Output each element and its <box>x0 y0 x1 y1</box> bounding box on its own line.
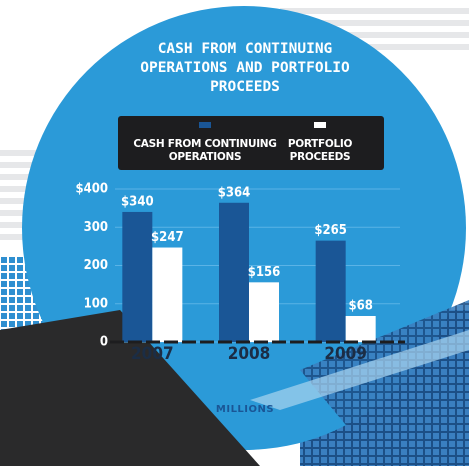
value-label: $340 <box>121 194 154 209</box>
legend-label: CASH FROM CONTINUING OPERATIONS <box>133 138 277 163</box>
bar <box>315 240 346 342</box>
value-label: $156 <box>248 265 281 280</box>
y-tick-label: 100 <box>84 296 108 311</box>
y-tick-label: 300 <box>84 220 108 235</box>
legend-label: PORTFOLIO PROCEEDS <box>287 138 353 163</box>
value-label: $68 <box>348 298 372 313</box>
bar <box>249 282 279 342</box>
legend-swatch <box>199 122 211 128</box>
value-label: $265 <box>314 223 347 238</box>
legend-swatch <box>314 122 326 128</box>
y-tick-label: 0 <box>100 335 108 350</box>
legend-box <box>118 116 384 170</box>
x-tick-label: 2007 <box>131 344 174 364</box>
light-swoosh <box>250 330 469 410</box>
dark-shape <box>0 310 260 466</box>
y-tick-label: 200 <box>84 258 108 273</box>
y-tick-label: $400 <box>75 182 108 197</box>
pixel-pattern <box>300 300 469 466</box>
bar <box>219 202 249 342</box>
x-tick-label: 2009 <box>324 344 367 364</box>
value-label: $364 <box>218 185 251 200</box>
bar <box>152 247 183 342</box>
y-axis-label: MILLIONS <box>215 404 275 415</box>
bar <box>122 211 153 342</box>
x-tick-label: 2008 <box>228 344 271 364</box>
value-label: $247 <box>151 230 184 245</box>
bar <box>345 315 376 342</box>
chart-title: CASH FROM CONTINUING OPERATIONS AND PORT… <box>140 41 350 95</box>
